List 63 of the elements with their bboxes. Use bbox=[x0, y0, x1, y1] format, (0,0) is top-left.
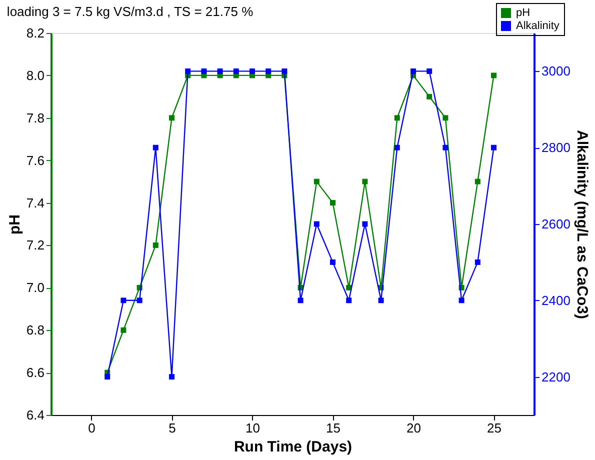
point bbox=[474, 178, 480, 184]
point bbox=[474, 259, 480, 265]
x-tick-label: 20 bbox=[406, 420, 421, 436]
point bbox=[378, 298, 384, 304]
y2-tick-label: 2400 bbox=[542, 292, 570, 308]
y2-tick-label: 3000 bbox=[542, 64, 570, 79]
point bbox=[152, 242, 158, 248]
y-tick-label: 6.8 bbox=[26, 322, 44, 338]
point bbox=[330, 259, 336, 265]
point bbox=[394, 115, 400, 121]
point bbox=[458, 298, 464, 304]
y2-tick-label: 2200 bbox=[542, 369, 570, 384]
y2-axis-title: Alkalinity (mg/L as CaCo3) bbox=[573, 130, 590, 319]
point bbox=[394, 144, 400, 150]
point bbox=[217, 68, 223, 74]
point bbox=[250, 68, 255, 74]
point bbox=[169, 374, 174, 380]
point bbox=[314, 221, 320, 227]
point bbox=[491, 144, 496, 150]
point bbox=[410, 68, 416, 74]
point bbox=[442, 144, 448, 150]
y-tick-label: 7.4 bbox=[26, 195, 44, 210]
point bbox=[282, 68, 288, 74]
point bbox=[362, 221, 368, 227]
x-tick-label: 15 bbox=[326, 420, 340, 436]
point bbox=[346, 298, 352, 304]
y-tick-label: 6.6 bbox=[26, 365, 44, 380]
y-axis-title: pH bbox=[6, 214, 24, 234]
chart-title: loading 3 = 7.5 kg VS/m3.d , TS = 21.75 % bbox=[6, 4, 254, 19]
y-tick-label: 7.8 bbox=[26, 110, 44, 126]
y2-tick-label: 2600 bbox=[542, 216, 570, 232]
point bbox=[426, 94, 432, 100]
x-axis-title: Run Time (Days) bbox=[234, 438, 352, 456]
point bbox=[120, 327, 126, 333]
point bbox=[330, 200, 336, 206]
point bbox=[185, 68, 191, 74]
point bbox=[120, 298, 126, 304]
point bbox=[426, 68, 432, 74]
point bbox=[491, 72, 496, 78]
y-tick-label: 7.2 bbox=[26, 238, 44, 253]
y-tick-label: 6.4 bbox=[26, 408, 44, 422]
y-tick-label: 7.6 bbox=[26, 152, 44, 168]
point bbox=[104, 374, 110, 380]
y-tick-label: 8.0 bbox=[26, 68, 44, 83]
y2-tick-label: 2800 bbox=[542, 140, 570, 156]
x-tick-label: 5 bbox=[168, 420, 176, 436]
y-tick-label: 8.2 bbox=[26, 26, 44, 40]
point bbox=[233, 68, 239, 74]
point bbox=[298, 298, 304, 304]
point bbox=[169, 115, 174, 121]
point bbox=[152, 144, 158, 150]
point bbox=[314, 178, 320, 184]
point bbox=[442, 115, 448, 121]
point bbox=[136, 298, 142, 304]
x-tick-label: 10 bbox=[246, 420, 260, 436]
x-tick-label: 25 bbox=[487, 420, 502, 436]
point bbox=[266, 68, 272, 74]
x-tick-label: 0 bbox=[88, 420, 96, 436]
legend-label: Alkalinity bbox=[516, 20, 560, 32]
legend-label: pH bbox=[516, 7, 530, 19]
point bbox=[362, 178, 368, 184]
point bbox=[201, 68, 207, 74]
y-tick-label: 7.0 bbox=[26, 280, 44, 296]
